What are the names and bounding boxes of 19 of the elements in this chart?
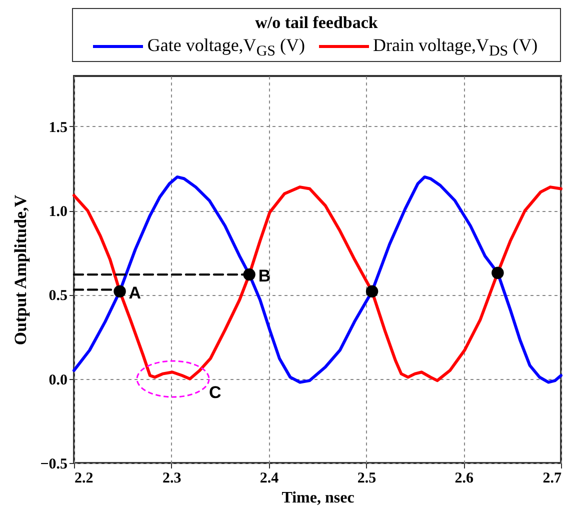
y-tick-label: 0.0: [48, 372, 68, 388]
legend-label: Gate voltage,V$_{GS}$ (V): [147, 35, 305, 60]
x-tick-label: 2.5: [357, 470, 376, 486]
y-tick-label: 0.5: [48, 288, 68, 304]
y-axis-title: Output Amplitude,V: [11, 194, 30, 346]
legend-title: w/o tail feedback: [254, 13, 379, 33]
annotation: B: [258, 266, 271, 286]
y-tick-label: 1.5: [48, 120, 68, 136]
y-tick-label: 1.0: [48, 204, 68, 220]
x-tick-label: 2.4: [260, 470, 280, 486]
x-axis-title: Time, nsec: [282, 490, 354, 506]
legend-label: Drain voltage,V$_{DS}$ (V): [373, 35, 538, 60]
annotation: A: [128, 283, 142, 302]
x-tick-label: 2.3: [162, 470, 182, 486]
x-tick-label: 2.2: [74, 470, 94, 486]
x-tick-label: 2.7: [542, 470, 562, 486]
x-tick-label: 2.6: [454, 470, 474, 486]
annotation: C: [209, 383, 222, 403]
y-tick-label: −0.5: [40, 456, 68, 472]
